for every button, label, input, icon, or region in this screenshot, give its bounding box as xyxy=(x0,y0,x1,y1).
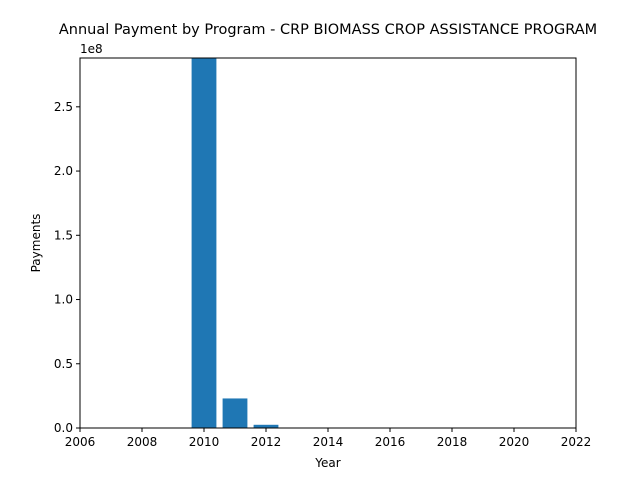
x-tick-label: 2010 xyxy=(189,435,220,449)
plot-frame xyxy=(79,57,577,429)
bar-2010 xyxy=(191,58,217,428)
chart-title: Annual Payment by Program - CRP BIOMASS … xyxy=(59,22,597,38)
y-tick-label: 0.5 xyxy=(54,357,73,371)
x-tick-label: 2012 xyxy=(251,435,282,449)
y-axis-label: Payments xyxy=(29,214,43,273)
bars-group xyxy=(191,58,279,428)
bar-2011 xyxy=(222,398,248,428)
y-axis-offset-label: 1e8 xyxy=(80,42,103,56)
y-tick-label: 2.0 xyxy=(54,164,73,178)
y-tick-label: 0.0 xyxy=(54,421,73,435)
x-axis-ticks: 2006 2008 2010 2012 2014 2016 2018 2020 2022 xyxy=(65,428,592,449)
y-axis-ticks: 0.0 0.5 1.0 1.5 2.0 2.5 xyxy=(54,100,80,435)
y-tick-label: 2.5 xyxy=(54,100,73,114)
x-tick-label: 2016 xyxy=(375,435,406,449)
x-axis-label: Year xyxy=(314,456,340,470)
x-tick-label: 2022 xyxy=(561,435,592,449)
x-tick-label: 2014 xyxy=(313,435,344,449)
x-tick-label: 2008 xyxy=(127,435,158,449)
y-tick-label: 1.5 xyxy=(54,228,73,242)
x-tick-label: 2020 xyxy=(499,435,530,449)
bar-2012 xyxy=(253,424,279,428)
x-tick-label: 2018 xyxy=(437,435,468,449)
x-tick-label: 2006 xyxy=(65,435,96,449)
y-tick-label: 1.0 xyxy=(54,293,73,307)
